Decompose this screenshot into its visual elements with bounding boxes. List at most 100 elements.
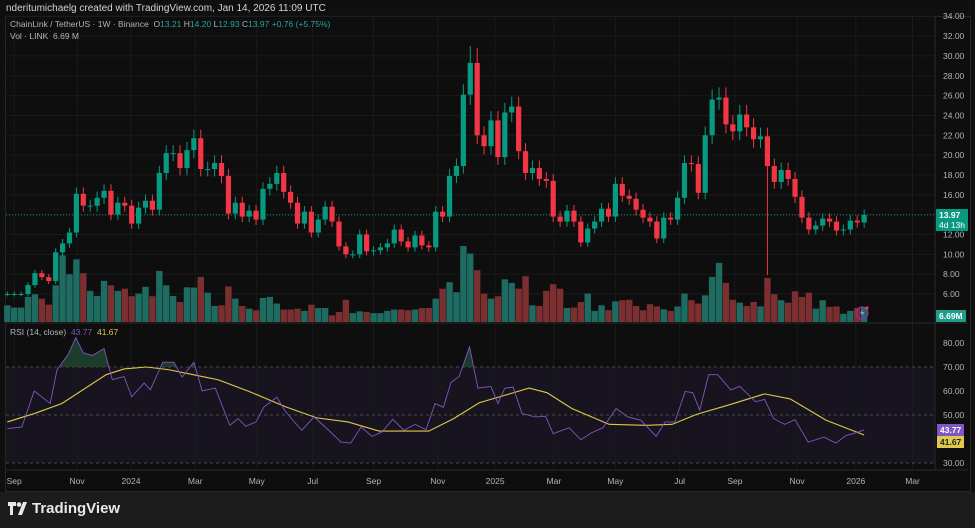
volume-bar xyxy=(315,308,322,322)
volume-bar xyxy=(612,301,619,322)
candle-body xyxy=(260,188,266,220)
candle-body xyxy=(564,210,570,222)
volume-bar xyxy=(377,313,384,322)
change-value: +0.76 (+5.75%) xyxy=(271,19,331,29)
candle-body xyxy=(847,220,853,230)
time-axis-label: Jul xyxy=(307,476,318,486)
candle-body xyxy=(612,183,618,217)
volume-bar xyxy=(183,287,191,322)
chart-canvas[interactable]: 34.00 32.00 30.00 28.00 26.00 24.00 22.00 20.00… xyxy=(0,0,975,492)
volume-bar xyxy=(156,270,163,322)
volume-bar xyxy=(176,302,184,322)
candle-body xyxy=(412,235,418,248)
volume-bar xyxy=(854,308,861,322)
volume-bar xyxy=(729,299,737,322)
candle-body xyxy=(592,221,598,229)
price-axis-label: 18.00 xyxy=(943,170,965,180)
volume-bar xyxy=(135,293,142,322)
symbol-legend: ChainLink / TetherUS · 1W · Binance O13.… xyxy=(10,19,330,29)
volume-bar xyxy=(397,309,405,322)
candle-body xyxy=(585,228,591,243)
time-axis-label: May xyxy=(607,476,624,486)
brand-name: TradingView xyxy=(32,500,121,517)
candle-body xyxy=(135,207,142,224)
volume-bar xyxy=(142,286,149,322)
volume-bar xyxy=(605,310,612,322)
candle-body xyxy=(343,246,349,255)
candle-body xyxy=(59,243,66,253)
volume-bar xyxy=(480,293,488,322)
lightning-icon xyxy=(855,306,869,320)
candle-body xyxy=(764,136,770,167)
candle-body xyxy=(239,202,245,217)
volume-bar xyxy=(453,292,460,322)
volume-bar xyxy=(149,296,156,322)
candle-body xyxy=(861,214,867,223)
volume-bar xyxy=(197,276,204,322)
candle-body xyxy=(446,175,453,217)
rsi-label[interactable]: RSI (14, close) xyxy=(10,327,67,337)
rsi-overbought-fill xyxy=(7,337,865,367)
symbol-title[interactable]: ChainLink / TetherUS · 1W · Binance xyxy=(10,19,149,29)
time-axis-label: 2025 xyxy=(486,476,505,486)
volume-bar xyxy=(860,307,868,322)
candle-body xyxy=(481,135,487,147)
volume-label[interactable]: Vol · LINK xyxy=(10,31,49,41)
volume-bar xyxy=(536,306,543,322)
rsi-axis-label: 50.00 xyxy=(943,410,965,420)
price-axis-label: 12.00 xyxy=(943,229,965,239)
candle-body xyxy=(18,294,24,295)
candle-body xyxy=(433,211,439,248)
price-axis-label: 34.00 xyxy=(943,11,965,21)
volume-bar xyxy=(722,282,730,322)
volume-bar xyxy=(38,298,46,322)
volume-bar xyxy=(639,310,647,322)
candle-body xyxy=(557,216,563,222)
volume-bar xyxy=(708,276,716,322)
lightning-icon-ring xyxy=(855,306,869,320)
candle-body xyxy=(398,229,404,242)
candle-body xyxy=(813,225,819,230)
candle-body xyxy=(571,210,577,222)
volume-bar xyxy=(59,255,66,322)
volume-bar xyxy=(356,311,363,322)
volume-bar xyxy=(695,303,702,322)
candle-body xyxy=(350,254,356,256)
tradingview-logo[interactable]: TradingView xyxy=(8,500,120,517)
candle-body xyxy=(820,218,826,226)
candle-body xyxy=(757,136,764,140)
candle-body xyxy=(474,62,480,136)
volume-bar xyxy=(556,288,564,322)
volume-badge: 6.69M xyxy=(936,310,966,322)
candle-body xyxy=(419,235,425,246)
volume-bar xyxy=(591,310,598,322)
price-axis-label: 10.00 xyxy=(943,249,965,259)
volume-bar xyxy=(577,302,585,322)
volume-bar xyxy=(259,298,267,322)
candle-body xyxy=(778,170,784,182)
volume-bar xyxy=(522,276,529,322)
volume-bar xyxy=(266,296,274,322)
volume-bar xyxy=(128,296,135,322)
candle-body xyxy=(53,252,59,282)
candle-body xyxy=(308,211,314,233)
candle-body xyxy=(854,220,860,223)
volume-bar xyxy=(370,313,377,322)
time-axis-label: Mar xyxy=(905,476,920,486)
candle-body xyxy=(32,273,38,286)
candle-body xyxy=(66,232,73,244)
volume-bar xyxy=(764,278,771,322)
rsi-ma-value: 41.67 xyxy=(96,327,119,337)
time-axis-label: Jul xyxy=(674,476,685,486)
candle-body xyxy=(377,247,384,251)
candle-body xyxy=(364,234,370,252)
volume-bar xyxy=(847,310,854,322)
price-axis-label: 26.00 xyxy=(943,91,965,101)
volume-bar xyxy=(218,305,225,322)
rsi-badge: 43.77 xyxy=(937,424,965,436)
candle-body xyxy=(647,217,653,222)
candle-body xyxy=(384,243,390,248)
volume-bar xyxy=(460,246,467,322)
low-label: L xyxy=(213,19,219,29)
volume-bar xyxy=(446,282,453,322)
